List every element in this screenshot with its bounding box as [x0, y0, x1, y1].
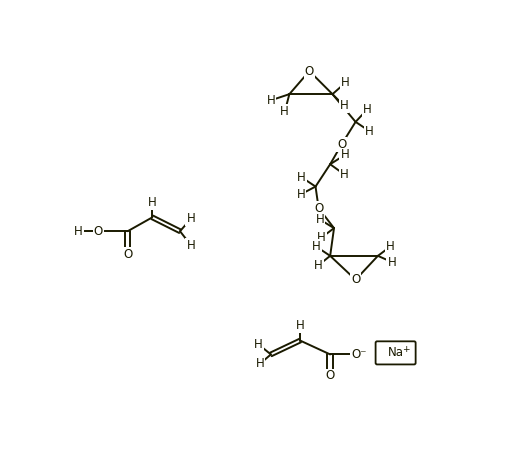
Text: H: H: [315, 213, 324, 226]
Text: O: O: [123, 248, 132, 261]
Text: O: O: [350, 273, 360, 286]
Text: Na: Na: [387, 346, 403, 359]
Text: H: H: [255, 357, 264, 370]
Text: O: O: [325, 369, 334, 382]
Text: H: H: [385, 240, 394, 253]
Text: H: H: [266, 94, 275, 107]
Text: H: H: [339, 99, 348, 112]
Text: O: O: [314, 202, 323, 215]
Text: +: +: [401, 345, 409, 354]
Text: H: H: [297, 171, 306, 184]
Text: H: H: [186, 212, 195, 226]
Text: H: H: [339, 168, 348, 181]
Text: H: H: [74, 225, 83, 238]
Text: O: O: [304, 64, 314, 78]
Text: O: O: [93, 225, 103, 238]
Text: H: H: [311, 240, 320, 253]
Text: H: H: [147, 196, 157, 209]
Text: H: H: [254, 338, 263, 351]
Text: H: H: [340, 148, 348, 161]
Text: H: H: [387, 256, 395, 268]
Text: O⁻: O⁻: [350, 348, 366, 361]
Text: H: H: [362, 103, 371, 116]
Text: H: H: [280, 106, 288, 118]
Text: H: H: [317, 231, 325, 244]
Text: H: H: [340, 76, 349, 89]
FancyBboxPatch shape: [375, 341, 415, 364]
Text: H: H: [364, 124, 373, 138]
Text: H: H: [296, 188, 305, 201]
Text: O: O: [336, 138, 345, 151]
Text: H: H: [314, 258, 322, 272]
Text: H: H: [186, 239, 195, 252]
Text: H: H: [295, 319, 304, 331]
